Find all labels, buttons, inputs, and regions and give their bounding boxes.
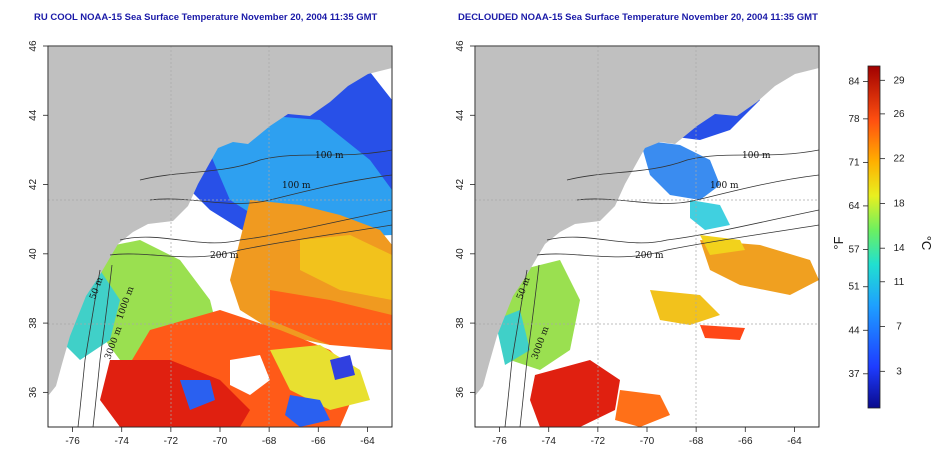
contour-label: 200 m: [635, 251, 664, 261]
colorbar-f-label: 78: [848, 114, 860, 125]
colorbar-c-label: 11: [894, 277, 905, 288]
y-tick-label: 38: [455, 317, 466, 329]
x-tick-label: -70: [213, 436, 228, 447]
x-tick-label: -72: [164, 436, 179, 447]
fahrenheit-unit-label: °F: [831, 236, 846, 249]
contour-label: 100 m: [710, 181, 739, 191]
graticule-1: [48, 46, 392, 427]
contour-label: 200 m: [210, 251, 239, 261]
y-tick-label: 38: [28, 317, 39, 329]
x-tick-label: -72: [591, 436, 606, 447]
colorbar-f-label: 51: [848, 282, 860, 293]
graticule-2: [475, 46, 819, 427]
colorbar-ticks: 84 78 71 64 57 51 44 37 29 26 22 18 14 11 7 3: [848, 75, 905, 379]
y-tick-label: 40: [28, 248, 39, 260]
panel-1-axes: -76 -74 -72 -70 -68 -66 -64 36 38 40 42 44 46: [28, 40, 375, 447]
colorbar-c-label: 7: [896, 322, 902, 333]
x-tick-label: -76: [492, 436, 507, 447]
x-tick-label: -76: [65, 436, 80, 447]
x-tick-label: -74: [541, 436, 556, 447]
contour-label: 100 m: [282, 181, 311, 191]
y-tick-label: 40: [455, 248, 466, 260]
colorbar-c-label: 29: [893, 75, 905, 86]
y-tick-label: 44: [455, 109, 466, 121]
colorbar-f-label: 57: [848, 244, 860, 255]
contour-label: 100 m: [742, 151, 771, 161]
panel-2-map: 100 m 100 m 200 m 50 m 3000 m -76 -74 -72-…: [455, 40, 820, 447]
y-tick-label: 42: [28, 179, 39, 191]
x-tick-label: -64: [787, 436, 802, 447]
y-tick-label: 36: [455, 386, 466, 398]
colorbar-f-label: 84: [848, 77, 860, 88]
x-tick-label: -66: [311, 436, 326, 447]
x-tick-label: -66: [738, 436, 753, 447]
bathymetry-contours-1: [77, 149, 392, 427]
panel-1-title: RU COOL NOAA-15 Sea Surface Temperature …: [34, 12, 378, 23]
contour-label: 100 m: [315, 151, 344, 161]
panel-2-axes: -76 -74 -72 -70 -68 -66 -64 36 38 40 42 44 46: [455, 40, 802, 447]
y-tick-label: 36: [28, 386, 39, 398]
x-tick-label: -68: [689, 436, 704, 447]
panel-1-map: 100 m 100 m 200 m 50 m 3000 m 1000 m -76…: [28, 40, 393, 447]
colorbar-f-label: 71: [848, 157, 860, 168]
x-tick-label: -74: [114, 436, 129, 447]
y-tick-label: 42: [455, 179, 466, 191]
colorbar: 84 78 71 64 57 51 44 37 29 26 22 18 14 11 7 3 °F °C: [831, 65, 934, 409]
celsius-unit-label: °C: [919, 236, 934, 251]
colorbar-c-label: 14: [893, 243, 905, 254]
colorbar-c-label: 26: [893, 109, 905, 120]
colorbar-f-label: 37: [848, 369, 860, 380]
y-tick-label: 46: [455, 40, 466, 52]
colorbar-c-label: 3: [896, 366, 902, 377]
colorbar-c-label: 22: [893, 154, 905, 165]
y-tick-label: 46: [28, 40, 39, 52]
panel-2-title: DECLOUDED NOAA-15 Sea Surface Temperatur…: [458, 12, 818, 23]
colorbar-f-label: 44: [848, 325, 860, 336]
colorbar-c-label: 18: [893, 198, 905, 209]
colorbar-f-label: 64: [848, 201, 860, 212]
colorbar-gradient: [867, 65, 881, 409]
x-tick-label: -64: [360, 436, 375, 447]
x-tick-label: -70: [640, 436, 655, 447]
y-tick-label: 44: [28, 109, 39, 121]
x-tick-label: -68: [262, 436, 277, 447]
